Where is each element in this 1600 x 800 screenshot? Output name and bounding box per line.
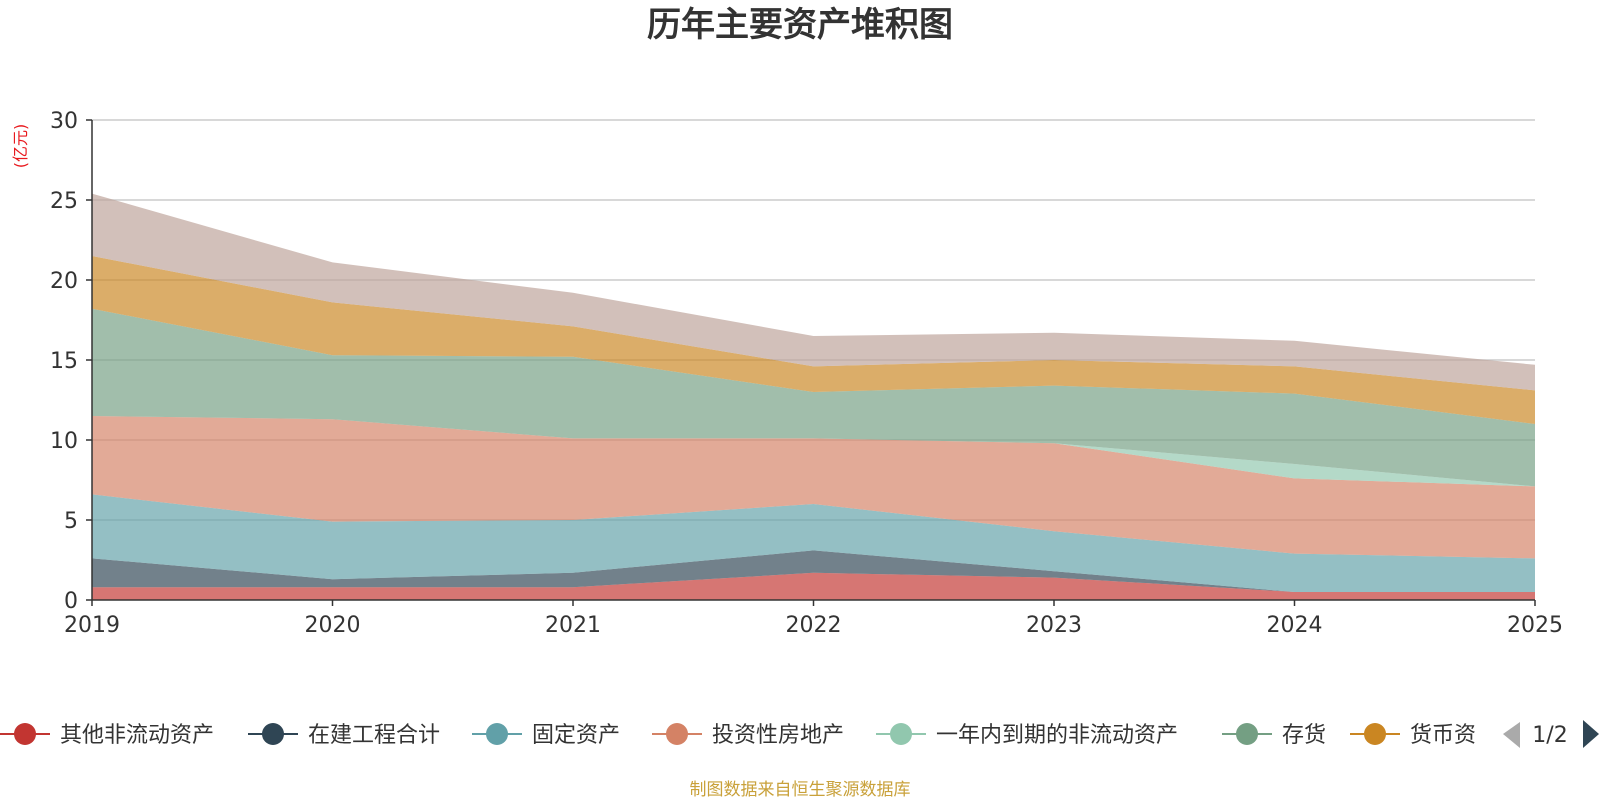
legend-item[interactable]: 一年内到期的非流动资产 bbox=[876, 723, 1178, 748]
legend-label: 投资性房地产 bbox=[712, 723, 844, 748]
x-tick-label: 2024 bbox=[1267, 613, 1323, 638]
y-tick-label: 20 bbox=[50, 269, 78, 294]
x-tick-label: 2019 bbox=[64, 613, 120, 638]
legend-item[interactable]: 货币资 bbox=[1350, 723, 1476, 748]
legend-label: 货币资 bbox=[1410, 723, 1476, 748]
legend-next-page-icon[interactable] bbox=[1583, 720, 1599, 748]
area-series-6 bbox=[92, 308, 1535, 487]
legend-item[interactable]: 固定资产 bbox=[472, 723, 620, 748]
y-tick-label: 30 bbox=[50, 109, 78, 134]
area-series-2 bbox=[92, 550, 1535, 592]
legend-symbol-dot bbox=[486, 723, 508, 745]
area-series-5 bbox=[92, 416, 1535, 487]
legend-label: 在建工程合计 bbox=[308, 723, 440, 748]
y-tick-label: 15 bbox=[50, 349, 78, 374]
chart-title: 历年主要资产堆积图 bbox=[647, 5, 953, 45]
y-tick-label: 25 bbox=[50, 189, 78, 214]
legend-item[interactable]: 存货 bbox=[1222, 723, 1326, 748]
legend-item[interactable]: 在建工程合计 bbox=[248, 723, 440, 748]
legend-symbol-dot bbox=[890, 723, 912, 745]
data-source-note: 制图数据来自恒生聚源数据库 bbox=[690, 780, 911, 800]
legend: 其他非流动资产 在建工程合计 固定资产 投资性房地产 一年内到期的非流动资产 存货 货币资 1… bbox=[0, 720, 1599, 748]
legend-item[interactable]: 投资性房地产 bbox=[652, 723, 844, 748]
area-series-8 bbox=[92, 193, 1535, 391]
legend-label: 其他非流动资产 bbox=[60, 723, 214, 748]
legend-label: 固定资产 bbox=[532, 723, 620, 748]
area-series-7 bbox=[92, 256, 1535, 424]
y-tick-label: 10 bbox=[50, 429, 78, 454]
x-tick-label: 2020 bbox=[305, 613, 361, 638]
y-axis-unit-label: (亿元) bbox=[11, 124, 30, 169]
area-series-1 bbox=[92, 572, 1535, 600]
legend-symbol-dot bbox=[14, 723, 36, 745]
legend-symbol-dot bbox=[666, 723, 688, 745]
area-series-4 bbox=[92, 416, 1535, 559]
area-series-3 bbox=[92, 494, 1535, 592]
legend-symbol-dot bbox=[1236, 723, 1258, 745]
legend-label: 一年内到期的非流动资产 bbox=[936, 723, 1178, 748]
legend-item[interactable]: 其他非流动资产 bbox=[0, 723, 214, 748]
x-tick-label: 2021 bbox=[545, 613, 601, 638]
legend-symbol-dot bbox=[1364, 723, 1386, 745]
legend-prev-page-icon[interactable] bbox=[1503, 722, 1520, 748]
x-tick-label: 2025 bbox=[1507, 613, 1563, 638]
x-tick-label: 2023 bbox=[1026, 613, 1082, 638]
x-tick-label: 2022 bbox=[786, 613, 842, 638]
legend-label: 存货 bbox=[1282, 723, 1326, 748]
area-series bbox=[92, 193, 1535, 600]
y-tick-label: 0 bbox=[64, 589, 78, 614]
y-tick-label: 5 bbox=[64, 509, 78, 534]
legend-page-indicator: 1/2 bbox=[1532, 723, 1567, 748]
legend-symbol-dot bbox=[262, 723, 284, 745]
